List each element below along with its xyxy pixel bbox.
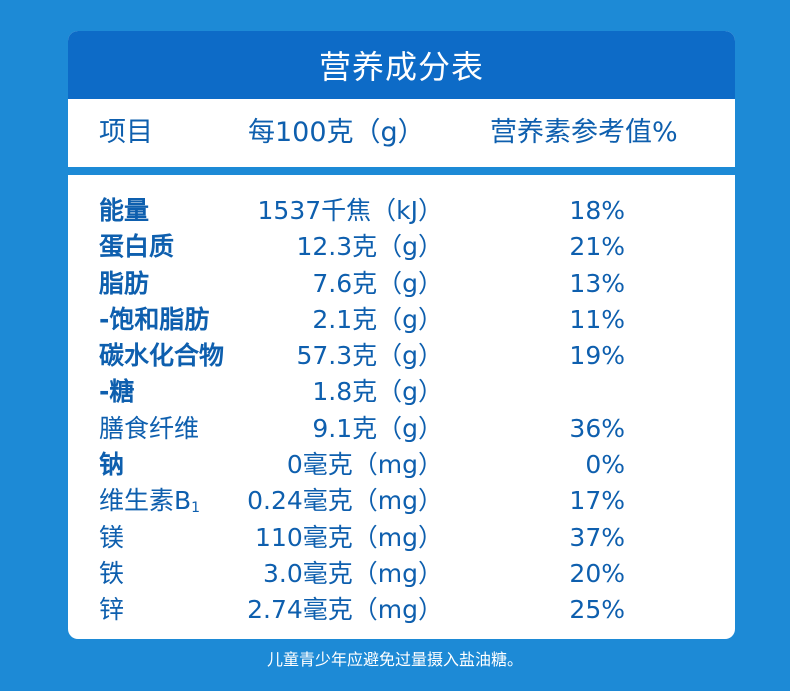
nutrient-nrv: 37% [569, 522, 625, 552]
table-row: 碳水化合物 57.3克（g） 19% [68, 338, 735, 374]
header-nrv: 营养素参考值% [490, 117, 678, 148]
table-row: 能量 1537千焦（kJ） 18% [68, 193, 735, 229]
table-row: 锌 2.74毫克（mg） 25% [68, 592, 735, 628]
nutrient-amount: 2.74毫克（mg） [247, 595, 443, 625]
nutrient-amount: 1.8克（g） [312, 377, 443, 407]
table-row: -糖 1.8克（g） [68, 374, 735, 410]
nutrient-nrv: 11% [569, 304, 625, 334]
table-title: 营养成分表 [68, 31, 735, 99]
nutrient-amount: 0毫克（mg） [286, 450, 443, 480]
header-item: 项目 [99, 117, 153, 148]
table-row: 脂肪 7.6克（g） 13% [68, 266, 735, 302]
nutrient-name: 碳水化合物 [99, 341, 225, 371]
header-divider [68, 167, 735, 175]
nutrient-amount: 12.3克（g） [296, 232, 443, 262]
table-header-row: 项目 每100克（g） 营养素参考值% [68, 99, 735, 167]
header-per100: 每100克（g） [248, 117, 425, 148]
nutrient-name: 能量 [99, 196, 150, 225]
table-row: 蛋白质 12.3克（g） 21% [68, 229, 735, 265]
table-row: 铁 3.0毫克（mg） 20% [68, 556, 735, 592]
nutrient-nrv: 18% [569, 196, 625, 225]
nutrient-nrv: 21% [569, 232, 625, 262]
nutrition-table-panel: 营养成分表 项目 每100克（g） 营养素参考值% 能量 1537千焦（kJ） … [68, 31, 735, 639]
nutrient-amount: 9.1克（g） [312, 413, 443, 443]
nutrient-nrv: 13% [569, 268, 625, 298]
nutrient-amount: 110毫克（mg） [255, 522, 443, 552]
nutrient-amount: 3.0毫克（mg） [263, 558, 443, 588]
nutrient-nrv: 36% [569, 413, 625, 443]
nutrient-amount: 1537千焦（kJ） [257, 196, 443, 225]
nutrient-nrv: 25% [569, 595, 625, 625]
nutrient-name: 锌 [99, 595, 125, 625]
nutrient-name-main: 维生素B [99, 486, 192, 516]
nutrient-rows: 能量 1537千焦（kJ） 18% 蛋白质 12.3克（g） 21% 脂肪 7.… [68, 193, 735, 629]
nutrient-name: 镁 [99, 522, 125, 552]
nutrient-name-subscript: 1 [191, 500, 201, 517]
nutrient-name: -糖 [99, 377, 135, 407]
nutrient-nrv: 0% [585, 450, 625, 480]
nutrient-amount: 7.6克（g） [312, 268, 443, 298]
footnote-warning: 儿童青少年应避免过量摄入盐油糖。 [266, 650, 523, 669]
nutrient-amount: 57.3克（g） [296, 341, 443, 371]
table-row: 钠 0毫克（mg） 0% [68, 447, 735, 483]
nutrient-nrv: 19% [569, 341, 625, 371]
nutrient-name: -饱和脂肪 [99, 304, 210, 334]
nutrient-name: 脂肪 [99, 268, 150, 298]
nutrient-nrv: 20% [569, 558, 625, 588]
table-row: -饱和脂肪 2.1克（g） 11% [68, 302, 735, 338]
nutrient-name: 膳食纤维 [99, 413, 200, 443]
nutrient-name: 蛋白质 [99, 232, 175, 262]
nutrient-name: 钠 [99, 450, 125, 480]
nutrient-amount: 2.1克（g） [312, 304, 443, 334]
table-row: 维生素B1 0.24毫克（mg） 17% [68, 483, 735, 519]
nutrient-name: 维生素B1 [99, 483, 200, 519]
nutrient-nrv: 17% [569, 486, 625, 516]
nutrient-name: 铁 [99, 558, 125, 588]
nutrient-amount: 0.24毫克（mg） [247, 486, 443, 516]
table-row: 镁 110毫克（mg） 37% [68, 520, 735, 556]
table-row: 膳食纤维 9.1克（g） 36% [68, 411, 735, 447]
